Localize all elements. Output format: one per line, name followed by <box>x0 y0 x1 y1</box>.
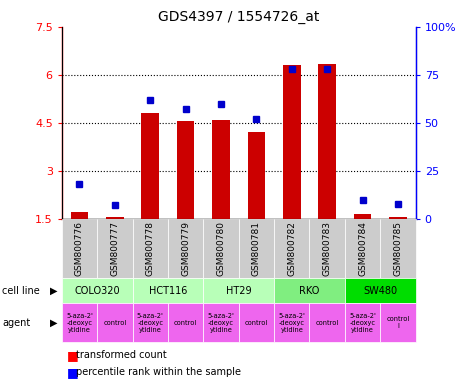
Text: 5-aza-2'
-deoxyc
ytidine: 5-aza-2' -deoxyc ytidine <box>349 313 376 333</box>
Text: GSM800783: GSM800783 <box>323 222 332 276</box>
Bar <box>142 113 159 219</box>
Text: GSM800777: GSM800777 <box>110 222 119 276</box>
Text: percentile rank within the sample: percentile rank within the sample <box>76 367 241 377</box>
Text: 5-aza-2'
-deoxyc
ytidine: 5-aza-2' -deoxyc ytidine <box>208 313 235 333</box>
Text: ▶: ▶ <box>49 318 57 328</box>
Text: COLO320: COLO320 <box>74 286 120 296</box>
Text: agent: agent <box>2 318 30 328</box>
Text: cell line: cell line <box>2 286 40 296</box>
Bar <box>247 132 265 219</box>
Bar <box>212 120 230 219</box>
Text: control: control <box>103 319 126 326</box>
Text: ■: ■ <box>66 366 78 379</box>
Text: control: control <box>174 319 197 326</box>
Bar <box>106 217 124 219</box>
Text: control: control <box>245 319 268 326</box>
Text: RKO: RKO <box>299 286 320 296</box>
Text: GSM800784: GSM800784 <box>358 222 367 276</box>
Text: GSM800780: GSM800780 <box>217 222 226 276</box>
Text: transformed count: transformed count <box>76 350 167 360</box>
Text: GSM800776: GSM800776 <box>75 222 84 276</box>
Text: HCT116: HCT116 <box>149 286 187 296</box>
Bar <box>354 214 371 219</box>
Bar <box>71 212 88 219</box>
Text: SW480: SW480 <box>363 286 397 296</box>
Text: GSM800782: GSM800782 <box>287 222 296 276</box>
Title: GDS4397 / 1554726_at: GDS4397 / 1554726_at <box>158 10 319 25</box>
Bar <box>283 65 301 219</box>
Text: GSM800781: GSM800781 <box>252 222 261 276</box>
Bar <box>389 217 407 219</box>
Text: 5-aza-2'
-deoxyc
ytidine: 5-aza-2' -deoxyc ytidine <box>278 313 305 333</box>
Text: GSM800785: GSM800785 <box>393 222 402 276</box>
Text: 5-aza-2'
-deoxyc
ytidine: 5-aza-2' -deoxyc ytidine <box>66 313 93 333</box>
Bar <box>318 64 336 219</box>
Text: control: control <box>315 319 339 326</box>
Text: 5-aza-2'
-deoxyc
ytidine: 5-aza-2' -deoxyc ytidine <box>137 313 164 333</box>
Text: ▶: ▶ <box>49 286 57 296</box>
Text: ■: ■ <box>66 349 78 362</box>
Text: GSM800778: GSM800778 <box>146 222 155 276</box>
Bar <box>177 121 194 219</box>
Text: GSM800779: GSM800779 <box>181 222 190 276</box>
Text: HT29: HT29 <box>226 286 251 296</box>
Text: control
l: control l <box>386 316 409 329</box>
